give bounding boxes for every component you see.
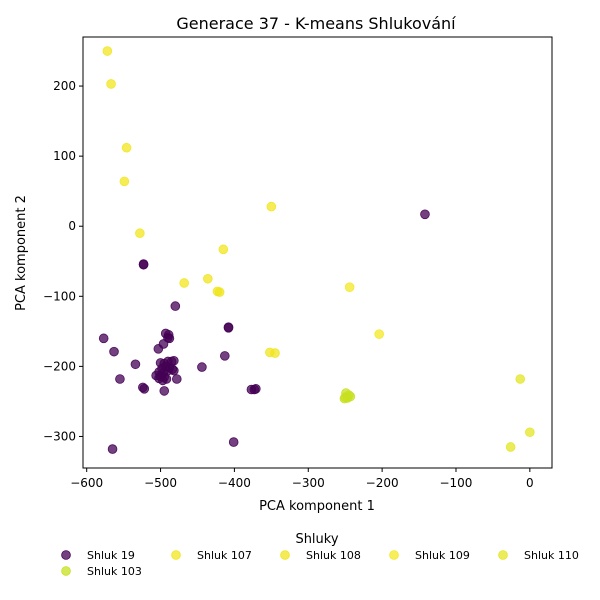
point-shluk-19-4	[223, 322, 234, 332]
legend-items: Shluk 19 Shluk 107 Shluk 108 Shluk 109 Shluk…	[61, 549, 579, 578]
point-shluk-108-4	[270, 348, 280, 358]
y-axis-label: PCA komponent 2	[14, 195, 29, 311]
chart-title: Generace 37 - K-means Shlukování	[176, 14, 456, 33]
legend-marker-shluk-109	[389, 550, 399, 560]
point-shluk-19-17	[197, 362, 207, 372]
y-tick-label-2: −100	[43, 289, 76, 303]
legend-marker-shluk-19	[61, 550, 71, 560]
x-tick-label-6: 0	[526, 476, 534, 490]
point-shluk-107-2	[121, 142, 132, 153]
point-shluk-107-1	[106, 79, 116, 89]
x-tick-label-3: −300	[292, 476, 325, 490]
point-shluk-110-2	[525, 427, 535, 438]
point-shluk-110-1	[505, 442, 516, 452]
point-shluk-19-6	[98, 333, 109, 344]
point-shluk-107-0	[102, 46, 113, 56]
legend-marker-shluk-108	[280, 550, 290, 560]
point-shluk-19-7	[109, 346, 119, 357]
point-shluk-19-36	[154, 373, 164, 384]
point-shluk-19-43	[251, 384, 261, 394]
legend-label-shluk-103: Shluk 103	[87, 565, 142, 578]
point-shluk-19-30	[169, 365, 179, 376]
point-shluk-19-2	[170, 301, 181, 311]
data-points	[98, 46, 535, 454]
x-tick-label-5: −100	[439, 476, 472, 490]
legend-marker-shluk-107	[171, 550, 181, 560]
x-axis-label: PCA komponent 1	[259, 499, 375, 514]
point-shluk-19-39	[139, 384, 150, 394]
y-tick-label-3: 0	[68, 219, 76, 233]
y-tick-label-4: 100	[53, 149, 76, 163]
plot-frame	[82, 36, 553, 469]
axis-ticks: −600 −500 −400 −300 −200 −100 0 −300 −200 −100 0 10…	[43, 79, 534, 490]
point-shluk-19-14	[220, 351, 230, 361]
point-shluk-107-3	[119, 176, 130, 187]
y-tick-label-1: −200	[43, 359, 76, 373]
x-tick-label-4: −200	[366, 476, 399, 490]
point-shluk-107-4	[135, 228, 145, 239]
legend: Shluky Shluk 19 Shluk 107 Shluk 108 Shluk 1…	[61, 532, 579, 578]
y-tick-label-0: −300	[43, 429, 76, 443]
x-tick-label-0: −600	[70, 476, 103, 490]
point-shluk-109-0	[344, 282, 355, 292]
point-shluk-110-0	[515, 374, 526, 384]
legend-marker-shluk-103	[61, 566, 71, 576]
point-shluk-103-5	[339, 393, 350, 404]
x-tick-label-1: −500	[144, 476, 177, 490]
point-shluk-19-5	[420, 209, 430, 220]
point-shluk-108-2	[214, 287, 225, 297]
point-shluk-108-0	[203, 273, 213, 284]
point-shluk-107-5	[179, 278, 189, 288]
point-shluk-109-1	[374, 329, 384, 339]
point-shluk-19-16	[115, 374, 125, 384]
legend-title: Shluky	[295, 532, 338, 547]
point-shluk-107-6	[218, 244, 229, 255]
point-shluk-19-15	[130, 359, 141, 370]
point-shluk-19-44	[107, 444, 118, 454]
point-shluk-19-45	[228, 437, 239, 447]
legend-label-shluk-19: Shluk 19	[87, 549, 135, 562]
y-tick-label-5: 200	[53, 79, 76, 93]
legend-label-shluk-108: Shluk 108	[306, 549, 361, 562]
point-shluk-19-1	[138, 259, 149, 269]
point-shluk-19-40	[159, 386, 170, 396]
legend-label-shluk-110: Shluk 110	[524, 549, 579, 562]
point-shluk-107-7	[266, 201, 277, 212]
point-shluk-19-37	[172, 374, 182, 384]
legend-label-shluk-109: Shluk 109	[415, 549, 470, 562]
point-shluk-19-13	[164, 333, 175, 344]
legend-marker-shluk-110	[498, 550, 508, 560]
x-tick-label-2: −400	[218, 476, 251, 490]
plot-area: −600 −500 −400 −300 −200 −100 0 −300 −200 −100 0 10…	[43, 36, 553, 490]
legend-label-shluk-107: Shluk 107	[197, 549, 252, 562]
